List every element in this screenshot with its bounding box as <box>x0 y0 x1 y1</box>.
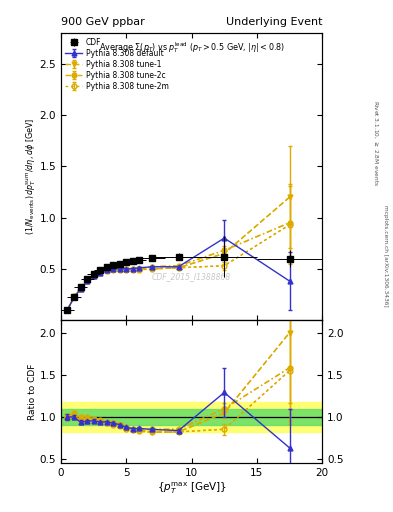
Text: Underlying Event: Underlying Event <box>226 16 322 27</box>
X-axis label: $\{p_T^{\rm max}$ [GeV]$\}$: $\{p_T^{\rm max}$ [GeV]$\}$ <box>156 481 227 497</box>
Legend: CDF, Pythia 8.308 default, Pythia 8.308 tune-1, Pythia 8.308 tune-2c, Pythia 8.3: CDF, Pythia 8.308 default, Pythia 8.308 … <box>64 36 171 92</box>
Text: Average $\Sigma(p_T)$ vs $p_T^{\rm lead}$ ($p_T > 0.5$ GeV, $|\eta| < 0.8$): Average $\Sigma(p_T)$ vs $p_T^{\rm lead}… <box>99 40 285 55</box>
Bar <box>61 409 322 425</box>
Text: CDF_2015_I1388868: CDF_2015_I1388868 <box>152 272 231 282</box>
Text: 900 GeV ppbar: 900 GeV ppbar <box>61 16 145 27</box>
Text: mcplots.cern.ch [arXiv:1306.3436]: mcplots.cern.ch [arXiv:1306.3436] <box>383 205 387 307</box>
Bar <box>61 402 322 432</box>
Text: Rivet 3.1.10, $\geq$ 2.8M events: Rivet 3.1.10, $\geq$ 2.8M events <box>371 100 379 186</box>
Y-axis label: Ratio to CDF: Ratio to CDF <box>28 364 37 420</box>
Y-axis label: $(1/N_{\rm events})\, dp_T^{\rm sum}/d\eta, d\phi$ [GeV]: $(1/N_{\rm events})\, dp_T^{\rm sum}/d\e… <box>24 118 38 235</box>
